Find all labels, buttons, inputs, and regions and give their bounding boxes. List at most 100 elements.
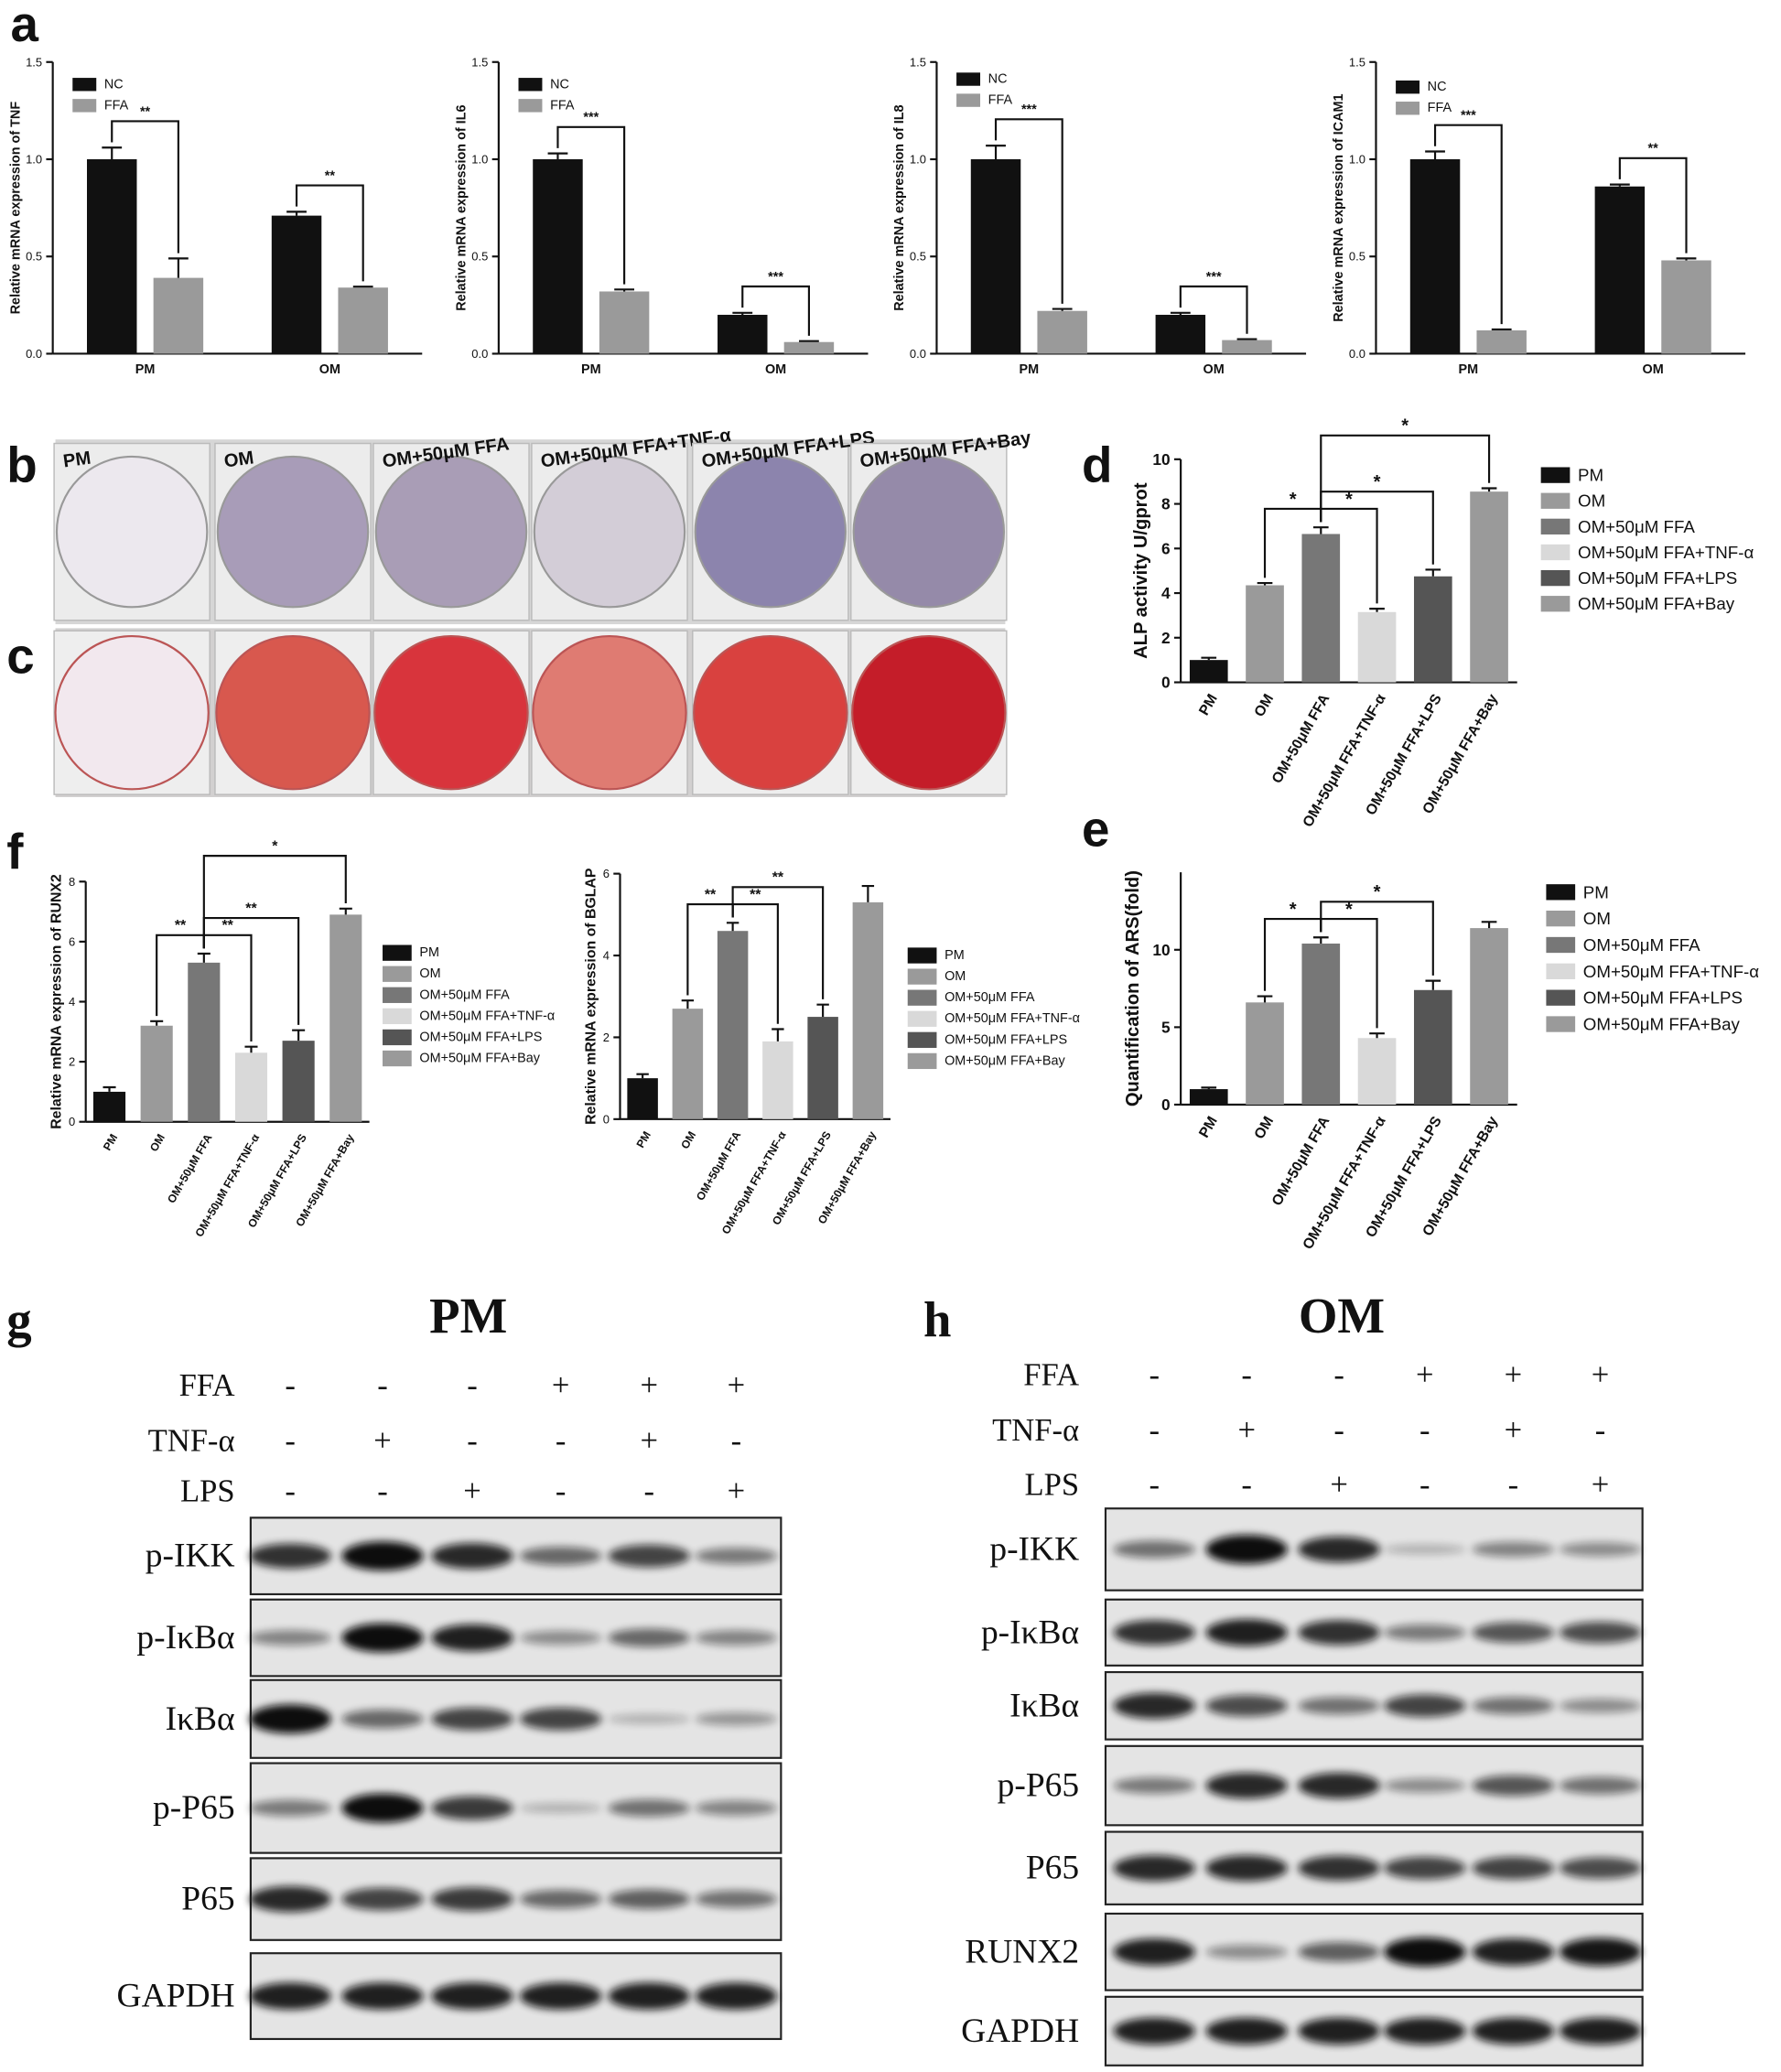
significance-bracket <box>994 118 1063 304</box>
y-tick-label: 10 <box>1152 450 1170 469</box>
blot-band <box>249 1982 331 2010</box>
y-axis-label: Relative mRNA expression of RUNX2 <box>49 874 64 1129</box>
y-tick-label: 6 <box>603 867 610 880</box>
significance-label: * <box>1401 416 1409 437</box>
y-axis-label: Relative mRNA expression of BGLAP <box>583 868 599 1125</box>
bar <box>762 1041 793 1119</box>
significance-label: * <box>1290 900 1297 920</box>
y-tick-label: 1.0 <box>1349 153 1365 167</box>
blot-band <box>249 1885 331 1913</box>
blot-band <box>1384 1778 1466 1793</box>
blot-row-label: p-P65 <box>998 1767 1080 1805</box>
x-tick-label: OM <box>765 362 786 377</box>
blot-band <box>1472 2017 1555 2045</box>
legend-swatch <box>907 1010 937 1027</box>
error-bar <box>1369 1032 1385 1039</box>
blot-band <box>1298 1942 1380 1962</box>
blot-band <box>519 1547 602 1566</box>
y-tick-label: 0.0 <box>910 347 926 361</box>
legend-label: PM <box>419 945 439 960</box>
bar <box>1246 1002 1284 1105</box>
treatment-label: FFA <box>179 1368 235 1403</box>
error-bar <box>732 311 753 315</box>
legend-swatch <box>907 968 937 985</box>
blot-row-label: P65 <box>181 1881 234 1918</box>
treatment-sign: + <box>463 1473 481 1508</box>
well-ars <box>851 634 1007 791</box>
bar <box>807 1017 838 1119</box>
blot-row-label: p-IκBα <box>981 1613 1079 1651</box>
blot-band <box>431 1982 513 2010</box>
error-bar <box>339 907 352 915</box>
legend-label: NC <box>550 77 569 92</box>
bar <box>153 277 204 354</box>
treatment-sign: - <box>377 1368 388 1403</box>
treatment-sign: - <box>556 1424 567 1459</box>
bar <box>1470 928 1508 1105</box>
legend-label: OM <box>944 969 966 984</box>
y-axis-label: Relative mRNA expression of IL8 <box>892 104 907 310</box>
y-tick-label: 0.5 <box>1349 250 1365 264</box>
well-alp <box>216 455 370 609</box>
blot-band <box>1472 1697 1555 1715</box>
significance-label: *** <box>1206 270 1222 285</box>
legend-swatch <box>1396 102 1420 115</box>
legend-label: OM+50μM FFA <box>944 990 1035 1005</box>
bar <box>338 287 388 354</box>
bar <box>188 962 221 1122</box>
blot-band <box>431 1796 513 1820</box>
legend-swatch <box>383 966 412 982</box>
bar <box>970 159 1021 354</box>
treatment-sign: - <box>1419 1467 1430 1502</box>
panel-letter: d <box>1082 437 1112 493</box>
legend-label: OM+50μM FFA+TNF-α <box>1578 543 1754 562</box>
y-tick-label: 0.5 <box>26 250 42 264</box>
significance-label: *** <box>1461 109 1476 124</box>
treatment-sign: - <box>643 1473 654 1508</box>
error-bar <box>1425 979 1441 990</box>
significance-label: ** <box>705 887 717 902</box>
legend-label: PM <box>944 948 965 963</box>
treatment-sign: - <box>1333 1413 1344 1448</box>
panel-letter: c <box>6 628 34 685</box>
bar <box>282 1041 315 1122</box>
y-tick-label: 5 <box>1161 1018 1171 1036</box>
y-tick-label: 1.5 <box>910 55 926 69</box>
blot-band <box>249 1543 331 1569</box>
legend-label: OM+50μM FFA+LPS <box>1583 988 1743 1008</box>
treatment-sign: - <box>1508 1467 1519 1502</box>
well-ars <box>532 634 687 791</box>
significance-label: *** <box>768 270 783 285</box>
legend-swatch <box>72 99 97 113</box>
blot-band <box>608 1982 690 2010</box>
legend-swatch <box>518 78 543 92</box>
y-axis-label: Relative mRNA expression of IL6 <box>455 104 470 310</box>
error-bar <box>816 1003 829 1018</box>
error-bar <box>1425 150 1445 160</box>
legend-swatch <box>383 1008 412 1025</box>
well-ars <box>693 634 848 791</box>
legend-swatch <box>956 72 981 86</box>
blot-band <box>431 1543 513 1570</box>
significance-label: ** <box>221 918 233 933</box>
significance-label: *** <box>583 111 599 125</box>
significance-bracket <box>295 184 364 282</box>
legend-swatch <box>383 944 412 961</box>
y-axis-label: Quantification of ARS(fold) <box>1123 870 1143 1106</box>
y-tick-label: 0.0 <box>1349 347 1365 361</box>
error-bar <box>1257 995 1273 1003</box>
y-tick-label: 6 <box>69 934 75 948</box>
x-tick-label: PM <box>135 362 156 377</box>
blot-band <box>1113 1620 1195 1646</box>
legend-swatch <box>383 987 412 1003</box>
blot-strip <box>249 1952 783 2041</box>
blot-band <box>1472 1541 1555 1558</box>
significance-bracket <box>741 285 810 336</box>
well-ars <box>54 634 210 791</box>
error-bar <box>1425 568 1441 577</box>
bar <box>1470 491 1508 683</box>
treatment-sign: - <box>1150 1413 1160 1448</box>
bar <box>717 931 749 1119</box>
y-tick-label: 10 <box>1152 941 1170 959</box>
y-tick-label: 0.5 <box>471 250 488 264</box>
